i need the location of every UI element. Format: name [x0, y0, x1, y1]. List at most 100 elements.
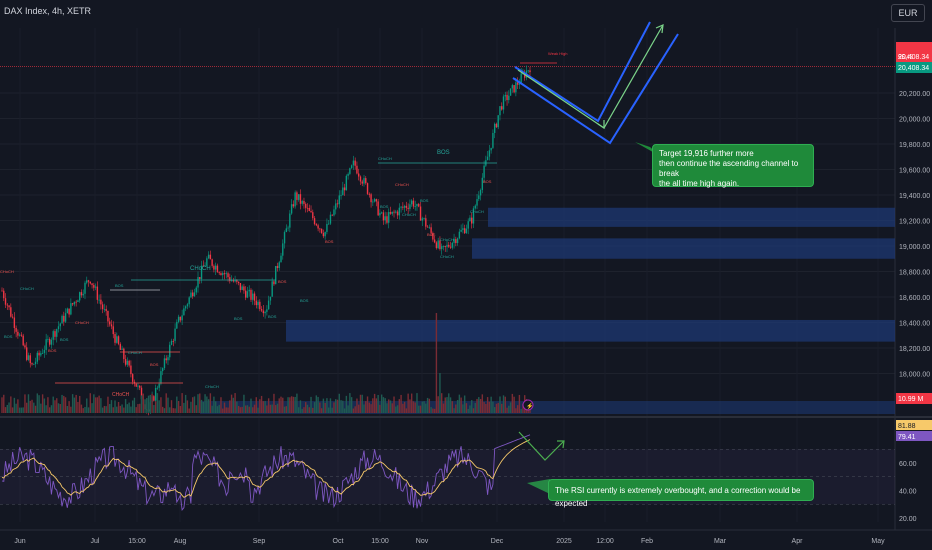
structure-small-label: BOS	[234, 316, 243, 321]
candle-body	[15, 328, 17, 332]
volume-bar	[338, 393, 340, 413]
candle-body	[342, 187, 344, 196]
rsi-tick-label: 20.00	[899, 516, 917, 523]
candle-body	[117, 336, 120, 345]
candle-body	[165, 358, 167, 361]
candle-body	[181, 315, 183, 321]
volume-bar	[361, 394, 363, 413]
candle-body	[94, 286, 97, 288]
volume-bar	[206, 396, 208, 413]
volume-bar	[6, 404, 8, 413]
candle-body	[255, 300, 257, 306]
volume-bar	[248, 406, 250, 413]
volume-bar	[273, 393, 275, 413]
candle-body	[333, 209, 335, 216]
candle-body	[31, 363, 33, 365]
volume-bar	[105, 406, 107, 413]
volume-bar	[86, 398, 88, 413]
candle-body	[419, 206, 422, 221]
candle-body	[384, 216, 386, 221]
volume-bar	[204, 394, 206, 413]
volume-bar	[243, 394, 245, 413]
candle-body	[359, 176, 362, 182]
volume-bar	[342, 400, 344, 413]
volume-bar	[216, 406, 219, 413]
candle-body	[130, 365, 132, 375]
volume-bar	[91, 403, 93, 413]
volume-bar	[234, 393, 236, 413]
structure-small-label: CHoCH	[440, 237, 454, 242]
candle-body	[209, 254, 212, 260]
volume-bar	[45, 405, 47, 413]
volume-bar	[169, 407, 171, 413]
volume-bar	[266, 405, 268, 413]
price-tick-label: 18,800.00	[899, 270, 930, 277]
volume-bar	[391, 403, 393, 413]
target-callout-line-2: then continue the ascending channel to b…	[659, 159, 799, 178]
candle-body	[192, 292, 194, 297]
volume-bar	[31, 399, 33, 413]
volume-bar	[77, 401, 79, 413]
candle-body	[508, 95, 510, 101]
candle-body	[483, 165, 485, 178]
candle-body	[322, 232, 325, 237]
volume-bar	[271, 404, 273, 413]
candle-body	[303, 200, 305, 204]
structure-small-label: CHoCH	[395, 182, 409, 187]
currency-button[interactable]: EUR	[891, 4, 925, 22]
volume-bar	[56, 398, 58, 413]
time-tick-label: Oct	[333, 538, 344, 545]
volume-bar	[184, 394, 187, 413]
volume-bar	[430, 407, 432, 413]
structure-small-label: BOS	[380, 204, 389, 209]
volume-bar	[368, 402, 371, 413]
candle-body	[458, 231, 461, 239]
volume-bar	[414, 402, 416, 413]
volume-bar	[469, 405, 471, 413]
candle-body	[211, 259, 213, 266]
candle-body	[474, 205, 476, 209]
volume-bar	[343, 408, 346, 413]
candle-body	[467, 221, 469, 229]
structure-small-label: CHoCH	[0, 269, 14, 274]
candle-body	[416, 203, 418, 207]
volume-bar	[481, 394, 484, 413]
volume-bar	[192, 397, 194, 413]
rsi-badge-1-bg	[896, 420, 932, 430]
candle-body	[297, 194, 300, 200]
candle-body	[306, 207, 309, 209]
candle-body	[20, 334, 23, 336]
structure-small-label: BOS	[325, 239, 334, 244]
price-tick-label: 19,400.00	[899, 193, 930, 200]
volume-bar	[80, 404, 83, 413]
volume-bar	[375, 398, 378, 413]
candle-body	[38, 352, 40, 356]
candle-body	[402, 206, 404, 208]
projection-arrow-head-mid	[597, 120, 605, 130]
structure-small-label: CHoCH	[75, 320, 89, 325]
volume-bar	[483, 402, 485, 413]
target-callout-line-3: the all time high again.	[659, 179, 740, 188]
candle-body	[82, 293, 84, 296]
time-tick-label: 2025	[556, 538, 572, 545]
candle-body	[493, 123, 496, 133]
volume-bar	[352, 408, 355, 413]
candle-body	[511, 85, 514, 89]
volume-bar	[63, 395, 65, 413]
candle-body	[218, 272, 220, 274]
candle-body	[59, 323, 61, 327]
candle-body	[246, 291, 249, 298]
candle-body	[121, 348, 123, 350]
candle-body	[278, 262, 280, 268]
volume-bar	[315, 395, 318, 413]
volume-bar	[488, 401, 491, 413]
current-price-badge-2-bg	[896, 62, 932, 73]
candle-body	[267, 300, 270, 310]
candle-body	[161, 368, 164, 372]
volume-bar	[109, 404, 111, 413]
candle-body	[472, 208, 475, 224]
volume-bar	[416, 393, 418, 413]
volume-bar	[232, 397, 235, 413]
volume-bar	[326, 398, 328, 413]
